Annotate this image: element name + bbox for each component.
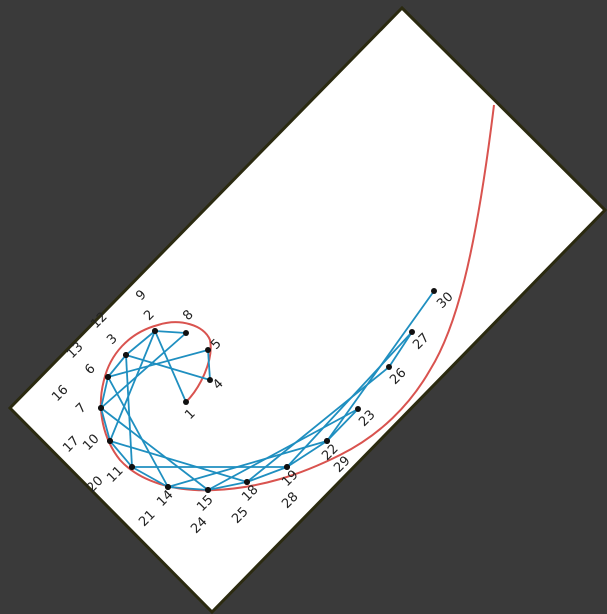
string-p23-p24 xyxy=(207,408,359,491)
string-p13-p14 xyxy=(107,376,169,488)
point-marker-p28 xyxy=(284,464,290,470)
point-marker-p29 xyxy=(324,438,330,444)
string-p6-p7 xyxy=(100,376,109,409)
diagram-card xyxy=(7,5,607,614)
string-p26-p27 xyxy=(388,331,413,368)
point-marker-p21 xyxy=(165,484,171,490)
string-p17-p18 xyxy=(109,440,248,483)
point-marker-p23 xyxy=(355,406,361,412)
string-p16-p17 xyxy=(100,407,111,442)
point-marker-p8 xyxy=(183,330,189,336)
point-marker-p20 xyxy=(129,464,135,470)
string-p24-p25 xyxy=(207,481,248,491)
point-marker-p17 xyxy=(107,438,113,444)
string-p4-p5 xyxy=(207,349,211,381)
point-marker-p30 xyxy=(431,288,437,294)
string-p5-p6 xyxy=(107,349,209,378)
string-p10-p11 xyxy=(109,440,133,468)
point-marker-p26 xyxy=(386,364,392,370)
string-p20-p21 xyxy=(131,466,169,488)
string-p9-p10 xyxy=(109,330,156,442)
point-marker-p5 xyxy=(205,347,211,353)
string-p21-p22 xyxy=(167,440,328,488)
string-p8-p9 xyxy=(154,330,187,334)
point-marker-p24 xyxy=(205,487,211,493)
string-lines xyxy=(100,290,435,491)
string-p1-p2 xyxy=(154,330,187,403)
point-marker-p9 xyxy=(152,328,158,334)
string-p18-p19 xyxy=(246,466,288,483)
string-p3-p4 xyxy=(125,354,211,381)
point-marker-p12 xyxy=(123,352,129,358)
string-p14-p15 xyxy=(167,486,209,491)
string-p15-p16 xyxy=(100,407,209,491)
point-markers xyxy=(98,288,437,493)
point-marker-p25 xyxy=(244,479,250,485)
point-marker-p1 xyxy=(183,399,189,405)
point-marker-p4 xyxy=(207,377,213,383)
string-p2-p3 xyxy=(125,330,156,356)
point-marker-p16 xyxy=(98,405,104,411)
point-marker-p13 xyxy=(105,374,111,380)
string-p7-p8 xyxy=(100,332,187,409)
string-p22-p23 xyxy=(326,408,359,442)
string-p29-p30 xyxy=(326,290,435,442)
string-p28-p29 xyxy=(286,440,328,468)
string-p12-p13 xyxy=(107,354,127,378)
point-marker-p27 xyxy=(409,329,415,335)
string-p27-p28 xyxy=(286,331,413,468)
string-p11-p12 xyxy=(125,354,133,468)
